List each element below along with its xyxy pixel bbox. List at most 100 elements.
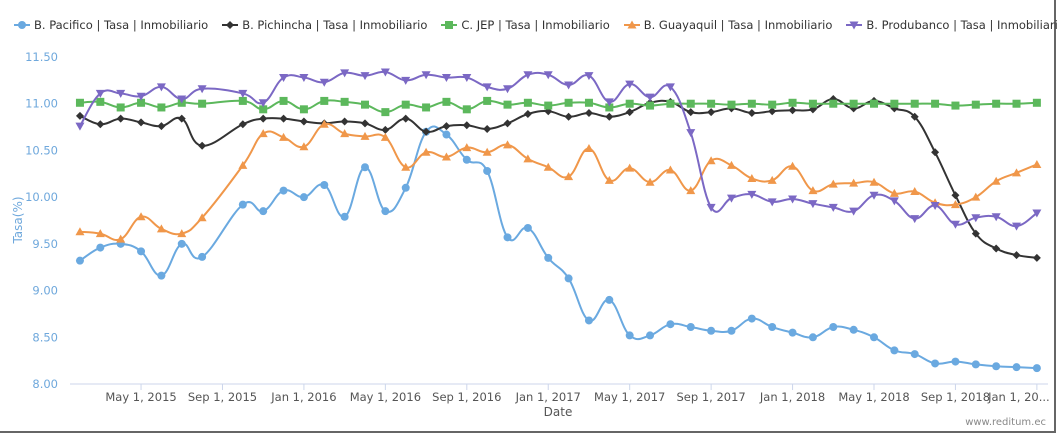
data-point bbox=[157, 122, 166, 131]
data-point bbox=[116, 234, 126, 243]
data-point bbox=[381, 108, 390, 117]
data-point bbox=[198, 99, 207, 108]
data-point bbox=[259, 207, 268, 216]
legend-item-pichincha[interactable]: B. Pichincha | Tasa | Inmobiliario bbox=[222, 18, 427, 32]
legend-marker bbox=[445, 21, 454, 29]
data-point bbox=[238, 96, 247, 105]
legend-item-produbanco[interactable]: B. Produbanco | Tasa | Inmobiliario bbox=[846, 18, 1058, 32]
data-point bbox=[829, 99, 838, 108]
data-point bbox=[808, 200, 818, 209]
data-point bbox=[462, 105, 471, 114]
data-point bbox=[198, 252, 207, 261]
data-point bbox=[259, 114, 268, 123]
data-point bbox=[686, 323, 695, 332]
data-point bbox=[401, 76, 411, 85]
data-point bbox=[1032, 253, 1041, 262]
credit-link[interactable]: www.reditum.ec bbox=[965, 417, 1046, 428]
data-point bbox=[931, 148, 940, 157]
data-point bbox=[157, 103, 166, 112]
data-point bbox=[340, 212, 349, 221]
x-axis-title: Date bbox=[544, 405, 573, 419]
data-point bbox=[788, 328, 797, 337]
data-point bbox=[646, 101, 655, 110]
legend-item-jep[interactable]: C. JEP | Tasa | Inmobiliario bbox=[441, 18, 610, 32]
data-point bbox=[951, 357, 960, 366]
diamond-marker-icon bbox=[222, 21, 239, 29]
data-point bbox=[340, 129, 350, 138]
x-tick-label: Sep 1, 2015 bbox=[188, 390, 257, 404]
data-point bbox=[747, 173, 757, 182]
triangle-down-marker-icon bbox=[846, 21, 863, 30]
data-point bbox=[890, 346, 899, 355]
data-point bbox=[1012, 363, 1021, 372]
legend-item-pacifico[interactable]: B. Pacifico | Tasa | Inmobiliario bbox=[14, 18, 208, 32]
data-point bbox=[95, 89, 105, 98]
data-point bbox=[462, 155, 471, 164]
legend: B. Pacifico | Tasa | Inmobiliario B. Pic… bbox=[14, 18, 1058, 32]
data-point bbox=[605, 295, 614, 304]
data-point bbox=[421, 71, 431, 80]
legend-marker bbox=[18, 21, 26, 29]
legend-label: B. Pacifico | Tasa | Inmobiliario bbox=[34, 18, 209, 32]
data-point bbox=[482, 83, 492, 92]
data-point bbox=[605, 103, 614, 112]
y-tick-label: 10.00 bbox=[25, 190, 58, 204]
data-point bbox=[645, 93, 655, 102]
data-point bbox=[96, 243, 105, 252]
legend-label: B. Produbanco | Tasa | Inmobiliario bbox=[866, 18, 1058, 32]
data-point bbox=[584, 72, 594, 81]
data-point bbox=[462, 143, 472, 152]
data-point bbox=[665, 83, 675, 92]
data-point bbox=[625, 99, 634, 108]
data-point bbox=[768, 107, 777, 116]
data-point bbox=[75, 122, 85, 131]
data-point bbox=[686, 129, 696, 138]
legend-label: B. Pichincha | Tasa | Inmobiliario bbox=[242, 18, 428, 32]
data-point bbox=[828, 203, 838, 212]
data-point bbox=[137, 98, 146, 107]
data-point bbox=[279, 114, 288, 123]
data-point bbox=[544, 253, 553, 262]
data-point bbox=[910, 215, 920, 224]
data-point bbox=[971, 214, 981, 223]
data-point bbox=[259, 105, 268, 114]
data-point bbox=[462, 74, 472, 83]
data-point bbox=[197, 85, 207, 94]
data-point bbox=[96, 120, 105, 129]
legend-item-guayaquil[interactable]: B. Guayaquil | Tasa | Inmobiliario bbox=[623, 18, 832, 32]
data-point bbox=[299, 105, 308, 114]
data-point bbox=[156, 224, 166, 233]
data-point bbox=[564, 98, 573, 107]
data-point bbox=[1012, 251, 1021, 260]
x-tick-label: Sep 1, 2016 bbox=[432, 390, 501, 404]
data-point bbox=[483, 124, 492, 133]
data-point bbox=[299, 193, 308, 202]
y-tick-label: 8.00 bbox=[32, 377, 58, 391]
data-point bbox=[808, 333, 817, 342]
data-point bbox=[543, 71, 553, 80]
data-point bbox=[686, 186, 696, 195]
legend-marker bbox=[226, 21, 235, 29]
data-point bbox=[584, 98, 593, 107]
data-point bbox=[910, 350, 919, 359]
data-point bbox=[931, 359, 940, 368]
data-point bbox=[604, 98, 614, 107]
data-point bbox=[177, 229, 187, 238]
data-point bbox=[625, 163, 635, 172]
data-point bbox=[258, 129, 268, 138]
data-point bbox=[340, 117, 349, 126]
data-point bbox=[951, 101, 960, 110]
data-point bbox=[319, 78, 329, 87]
data-point bbox=[75, 98, 84, 107]
data-point bbox=[380, 132, 390, 141]
data-point bbox=[442, 130, 451, 139]
data-point bbox=[788, 161, 798, 170]
data-point bbox=[870, 99, 878, 108]
data-point bbox=[401, 100, 410, 109]
data-point bbox=[849, 99, 858, 108]
data-point bbox=[890, 99, 899, 108]
data-point bbox=[828, 179, 838, 188]
data-point bbox=[686, 99, 695, 108]
data-point bbox=[666, 320, 675, 329]
data-point bbox=[320, 96, 329, 105]
